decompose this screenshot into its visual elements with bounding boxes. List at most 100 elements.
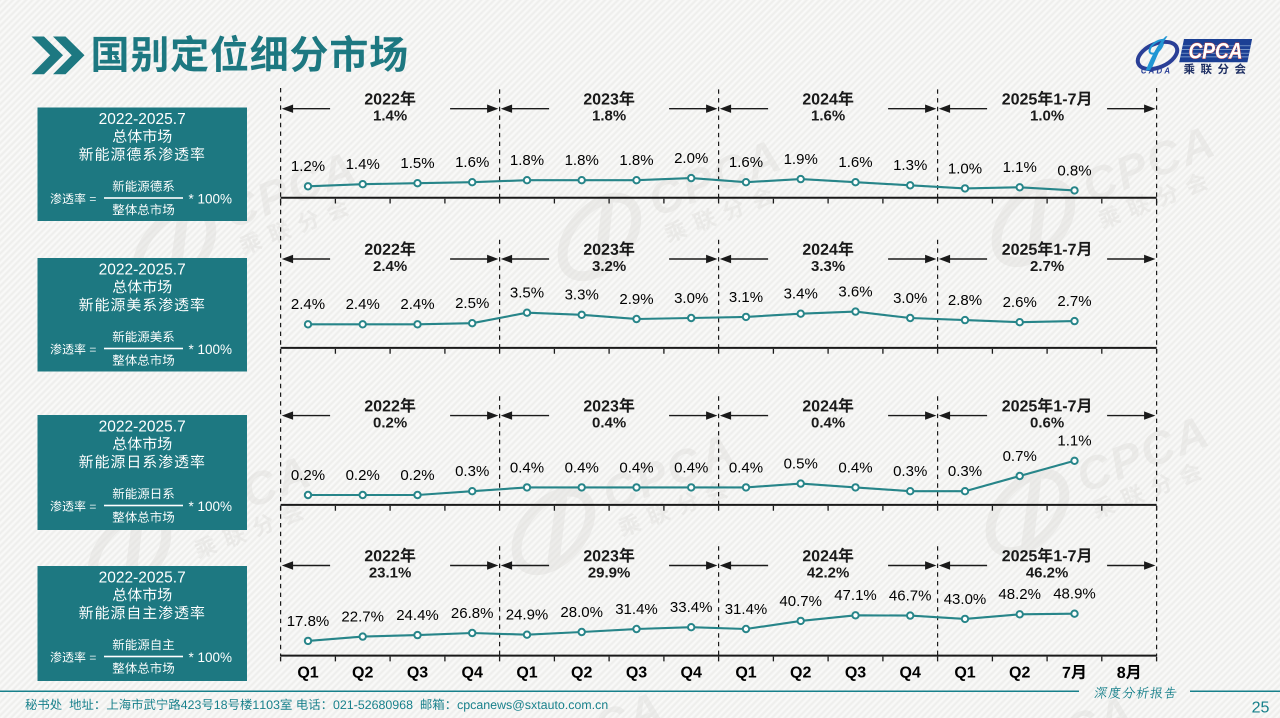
svg-text:Q1: Q1: [516, 665, 537, 682]
svg-text:0.5%: 0.5%: [784, 456, 818, 473]
svg-text:2022-2025.7: 2022-2025.7: [99, 570, 186, 587]
svg-text:0.3%: 0.3%: [893, 463, 927, 480]
svg-text:2.7%: 2.7%: [1057, 293, 1091, 310]
svg-text:25: 25: [1252, 699, 1270, 716]
svg-text:1.8%: 1.8%: [619, 152, 653, 169]
svg-text:3.3%: 3.3%: [811, 258, 845, 275]
svg-text:2.0%: 2.0%: [674, 150, 708, 167]
svg-text:24.4%: 24.4%: [396, 607, 439, 624]
svg-text:1.6%: 1.6%: [455, 154, 489, 171]
svg-text:Q1: Q1: [297, 665, 318, 682]
svg-text:0.4%: 0.4%: [811, 414, 845, 431]
svg-text:24.9%: 24.9%: [506, 607, 549, 624]
svg-text:Q2: Q2: [571, 665, 592, 682]
svg-text:3.5%: 3.5%: [510, 285, 544, 302]
svg-text:1.6%: 1.6%: [729, 154, 763, 171]
svg-text:3.0%: 3.0%: [893, 290, 927, 307]
svg-text:1.6%: 1.6%: [811, 108, 845, 125]
svg-text:Q2: Q2: [790, 665, 811, 682]
svg-text:31.4%: 31.4%: [725, 601, 768, 618]
svg-text:3.0%: 3.0%: [674, 290, 708, 307]
svg-text:0.4%: 0.4%: [565, 459, 599, 476]
svg-text:2.4%: 2.4%: [400, 296, 434, 313]
svg-text:3.1%: 3.1%: [729, 289, 763, 306]
svg-text:0.4%: 0.4%: [619, 459, 653, 476]
svg-text:Q4: Q4: [681, 665, 702, 682]
svg-text:* 100%: * 100%: [189, 191, 233, 206]
svg-text:Q3: Q3: [845, 665, 866, 682]
svg-text:CPCA: CPCA: [1189, 39, 1243, 64]
svg-text:0.2%: 0.2%: [373, 414, 407, 431]
svg-text:2.4%: 2.4%: [291, 296, 325, 313]
svg-text:29.9%: 29.9%: [588, 564, 631, 581]
svg-text:22.7%: 22.7%: [341, 609, 384, 626]
svg-text:23.1%: 23.1%: [369, 564, 412, 581]
svg-text:Q3: Q3: [407, 665, 428, 682]
svg-text:31.4%: 31.4%: [615, 601, 658, 618]
svg-text:1.8%: 1.8%: [592, 108, 626, 125]
svg-text:0.4%: 0.4%: [838, 459, 872, 476]
svg-text:17.8%: 17.8%: [287, 613, 330, 630]
svg-text:1.1%: 1.1%: [1057, 433, 1091, 450]
svg-text:28.0%: 28.0%: [560, 604, 603, 621]
svg-text:* 100%: * 100%: [189, 650, 233, 665]
svg-text:3.3%: 3.3%: [565, 287, 599, 304]
svg-text:26.8%: 26.8%: [451, 605, 494, 622]
svg-text:40.7%: 40.7%: [779, 593, 822, 610]
svg-text:0.2%: 0.2%: [291, 467, 325, 484]
svg-text:* 100%: * 100%: [189, 499, 233, 514]
svg-text:1.4%: 1.4%: [346, 156, 380, 173]
svg-text:Q1: Q1: [954, 665, 975, 682]
svg-text:Q4: Q4: [900, 665, 921, 682]
svg-text:0.4%: 0.4%: [510, 459, 544, 476]
svg-text:2.4%: 2.4%: [346, 296, 380, 313]
svg-text:48.9%: 48.9%: [1053, 586, 1096, 603]
svg-text:0.2%: 0.2%: [346, 467, 380, 484]
svg-text:3.6%: 3.6%: [838, 284, 872, 301]
svg-text:2022-2025.7: 2022-2025.7: [99, 419, 186, 436]
svg-text:2.4%: 2.4%: [373, 258, 407, 275]
svg-text:1.5%: 1.5%: [400, 155, 434, 172]
svg-text:Q3: Q3: [626, 665, 647, 682]
svg-text:33.4%: 33.4%: [670, 599, 713, 616]
svg-text:Q2: Q2: [1009, 665, 1030, 682]
svg-text:0.4%: 0.4%: [729, 459, 763, 476]
svg-text:1.4%: 1.4%: [373, 108, 407, 125]
svg-text:2022-2025.7: 2022-2025.7: [99, 262, 186, 279]
svg-text:3.2%: 3.2%: [592, 258, 626, 275]
svg-text:46.2%: 46.2%: [1026, 564, 1069, 581]
svg-text:48.2%: 48.2%: [998, 586, 1041, 603]
svg-text:1.1%: 1.1%: [1003, 159, 1037, 176]
svg-text:CADA: CADA: [1141, 67, 1172, 76]
svg-text:1.0%: 1.0%: [1030, 108, 1064, 125]
svg-text:2.9%: 2.9%: [619, 291, 653, 308]
svg-text:1.2%: 1.2%: [291, 158, 325, 175]
svg-text:2.6%: 2.6%: [1003, 294, 1037, 311]
svg-text:2.8%: 2.8%: [948, 292, 982, 309]
svg-text:0.4%: 0.4%: [674, 459, 708, 476]
svg-text:43.0%: 43.0%: [944, 591, 987, 608]
svg-text:0.2%: 0.2%: [400, 467, 434, 484]
svg-text:Q4: Q4: [462, 665, 483, 682]
svg-text:Q2: Q2: [352, 665, 373, 682]
svg-text:47.1%: 47.1%: [834, 587, 877, 604]
svg-text:0.8%: 0.8%: [1057, 162, 1091, 179]
svg-text:2.5%: 2.5%: [455, 295, 489, 312]
svg-text:0.3%: 0.3%: [948, 463, 982, 480]
svg-text:2.7%: 2.7%: [1030, 258, 1064, 275]
svg-text:1.6%: 1.6%: [838, 154, 872, 171]
svg-text:1.9%: 1.9%: [784, 151, 818, 168]
svg-text:2022-2025.7: 2022-2025.7: [99, 111, 186, 128]
svg-text:42.2%: 42.2%: [807, 564, 850, 581]
svg-text:0.4%: 0.4%: [592, 414, 626, 431]
svg-text:0.3%: 0.3%: [455, 463, 489, 480]
svg-text:1.8%: 1.8%: [565, 152, 599, 169]
svg-text:46.7%: 46.7%: [889, 588, 932, 605]
svg-text:1.3%: 1.3%: [893, 157, 927, 174]
svg-text:0.6%: 0.6%: [1030, 414, 1064, 431]
svg-text:1.0%: 1.0%: [948, 160, 982, 177]
svg-text:3.4%: 3.4%: [784, 286, 818, 303]
svg-text:0.7%: 0.7%: [1003, 448, 1037, 465]
svg-text:1.8%: 1.8%: [510, 152, 544, 169]
svg-text:* 100%: * 100%: [189, 342, 233, 357]
